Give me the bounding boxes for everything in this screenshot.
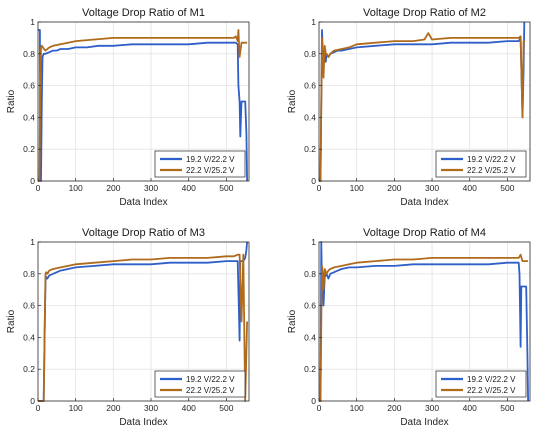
- y-tick-label: 0: [30, 176, 35, 186]
- x-axis-label: Data Index: [400, 417, 448, 428]
- x-tick-label: 400: [463, 183, 477, 193]
- y-tick-label: 0.8: [304, 49, 316, 59]
- y-axis-label: Ratio: [287, 89, 298, 113]
- y-tick-label: 0.2: [23, 144, 35, 154]
- x-tick-label: 500: [219, 183, 233, 193]
- y-tick-label: 0.6: [304, 81, 316, 91]
- legend-box: [435, 150, 527, 178]
- y-tick-label: 0.8: [304, 269, 316, 279]
- chart-title: Voltage Drop Ratio of M2: [363, 7, 486, 19]
- x-tick-label: 0: [317, 403, 322, 413]
- legend-entry: 19.2 V/22.2 V: [467, 375, 516, 384]
- chart-panel-1: 0 100 200 300 400 500 0 0.2 0.4 0.6 0.8 1 Voltage Dr…: [6, 7, 250, 208]
- x-tick-label: 200: [106, 403, 120, 413]
- x-tick-label: 400: [182, 403, 196, 413]
- x-tick-label: 400: [463, 403, 477, 413]
- series-line-2: [38, 29, 248, 182]
- x-tick-label: 100: [69, 183, 83, 193]
- legend-entry: 19.2 V/22.2 V: [186, 155, 235, 164]
- y-tick-label: 0.4: [304, 332, 316, 342]
- y-tick-label: 0: [30, 396, 35, 406]
- chart-panel-4: 0 100 200 300 400 500 0 0.2 0.4 0.6 0.8 1 Voltage Dr…: [287, 227, 531, 428]
- chart-title: Voltage Drop Ratio of M1: [82, 7, 205, 19]
- axes-frame: [37, 241, 250, 402]
- series-line-1: [38, 29, 248, 182]
- x-tick-label: 0: [36, 403, 41, 413]
- y-tick-label: 1: [30, 237, 35, 247]
- x-axis-label: Data Index: [400, 197, 448, 208]
- x-tick-label: 200: [387, 183, 401, 193]
- x-tick-label: 300: [144, 183, 158, 193]
- x-tick-label: 500: [500, 403, 514, 413]
- y-tick-label: 0.2: [304, 364, 316, 374]
- x-tick-label: 0: [317, 183, 322, 193]
- y-tick-label: 1: [311, 17, 316, 27]
- series-line-2: [38, 253, 248, 402]
- x-tick-label: 300: [144, 403, 158, 413]
- y-tick-label: 0.4: [23, 332, 35, 342]
- x-tick-label: 500: [219, 403, 233, 413]
- legend: 19.2 V/22.2 V 22.2 V/25.2 V: [435, 370, 527, 398]
- legend-entry: 22.2 V/25.2 V: [467, 386, 516, 395]
- axes-frame: [318, 21, 531, 182]
- legend-box: [154, 150, 246, 178]
- legend-entry: 22.2 V/25.2 V: [186, 386, 235, 395]
- y-tick-label: 0.2: [304, 144, 316, 154]
- y-tick-label: 0.8: [23, 49, 35, 59]
- series-line-2: [319, 253, 529, 402]
- y-tick-label: 0.8: [23, 269, 35, 279]
- x-tick-label: 400: [182, 183, 196, 193]
- x-tick-label: 200: [106, 183, 120, 193]
- legend-entry: 22.2 V/25.2 V: [186, 166, 235, 175]
- x-tick-label: 100: [69, 403, 83, 413]
- x-tick-label: 100: [350, 183, 364, 193]
- chart-title: Voltage Drop Ratio of M3: [82, 227, 205, 239]
- x-tick-label: 200: [387, 403, 401, 413]
- legend: 19.2 V/22.2 V 22.2 V/25.2 V: [154, 370, 246, 398]
- legend-box: [435, 370, 527, 398]
- x-tick-label: 500: [500, 183, 514, 193]
- y-tick-label: 1: [30, 17, 35, 27]
- chart-panel-3: 0 100 200 300 400 500 0 0.2 0.4 0.6 0.8 1 Voltage Dr…: [6, 227, 250, 428]
- y-tick-label: 0: [311, 176, 316, 186]
- y-axis-label: Ratio: [6, 89, 17, 113]
- series-line-2: [319, 32, 526, 182]
- x-axis-label: Data Index: [119, 197, 167, 208]
- y-tick-label: 0.4: [23, 112, 35, 122]
- x-tick-label: 100: [350, 403, 364, 413]
- x-axis-label: Data Index: [119, 417, 167, 428]
- x-tick-label: 300: [425, 403, 439, 413]
- legend: 19.2 V/22.2 V 22.2 V/25.2 V: [154, 150, 246, 178]
- y-tick-label: 0.6: [304, 301, 316, 311]
- chart-panel-2: 0 100 200 300 400 500 0 0.2 0.4 0.6 0.8 1 Voltage Dr…: [287, 7, 531, 208]
- y-tick-label: 0.6: [23, 81, 35, 91]
- y-tick-label: 0.6: [23, 301, 35, 311]
- x-tick-label: 300: [425, 183, 439, 193]
- y-tick-label: 0.2: [23, 364, 35, 374]
- chart-title: Voltage Drop Ratio of M4: [363, 227, 486, 239]
- y-tick-label: 0: [311, 396, 316, 406]
- y-tick-label: 0.4: [304, 112, 316, 122]
- legend-entry: 22.2 V/25.2 V: [467, 166, 516, 175]
- legend-entry: 19.2 V/22.2 V: [467, 155, 516, 164]
- y-tick-label: 1: [311, 237, 316, 247]
- y-axis-label: Ratio: [287, 309, 298, 333]
- legend-box: [154, 370, 246, 398]
- axes-frame: [37, 21, 250, 182]
- axes-frame: [318, 241, 531, 402]
- legend-entry: 19.2 V/22.2 V: [186, 375, 235, 384]
- series-line-1: [319, 241, 529, 402]
- x-tick-label: 0: [36, 183, 41, 193]
- legend: 19.2 V/22.2 V 22.2 V/25.2 V: [435, 150, 527, 178]
- y-axis-label: Ratio: [6, 309, 17, 333]
